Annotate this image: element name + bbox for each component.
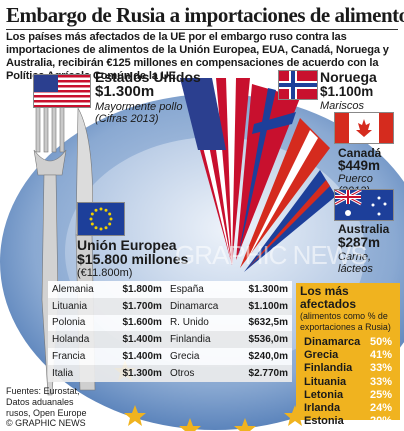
watermark: GRAPHIC NEWS: [175, 240, 368, 270]
norway-flag-icon: [278, 70, 318, 100]
usa-label: Estados Unidos: [95, 69, 201, 85]
usa-flag-icon: [33, 74, 91, 108]
list-item: Irlanda 24%: [296, 402, 400, 415]
affected-percent: 33%: [369, 375, 392, 388]
list-item: Letonia 25%: [296, 389, 400, 402]
eu-sub: (€11.800m): [77, 267, 133, 279]
eu-flag-icon: [77, 202, 125, 236]
affected-percent: 20%: [369, 415, 392, 428]
list-item: Estonia 20%: [296, 415, 400, 428]
list-item: Dinamarca 50%: [296, 336, 400, 349]
value-cell: $536,0m: [234, 331, 292, 349]
affected-country: Estonia: [304, 415, 344, 428]
value-cell: $632,5m: [234, 314, 292, 332]
most-affected-title: Los más afectados: [300, 284, 357, 311]
canada-label: Canadá: [338, 146, 382, 160]
norway-slice: [236, 84, 300, 260]
country-cell: Lituania: [48, 297, 109, 315]
norway-amount: $1.100m: [320, 84, 374, 99]
value-cell: $1.600m: [108, 314, 166, 332]
australia-note: Carne,: [338, 251, 372, 263]
eu-country-table: Alemania $1.800m España $1.300m Lituania $1.7…: [48, 281, 292, 382]
title-divider: [6, 29, 398, 30]
table-row: Francia $1.400m Grecia $240,0m: [48, 348, 292, 365]
affected-country: Dinamarca: [304, 336, 361, 348]
table-row: Polonia $1.600m R. Unido $632,5m: [48, 314, 292, 332]
country-cell: Grecia: [165, 348, 235, 365]
value-cell: $2.770m: [234, 364, 292, 382]
australia-note-2: lácteos: [338, 263, 373, 275]
country-cell: Polonia: [48, 314, 109, 332]
source-line: rusos, Open Europe: [6, 407, 87, 418]
eu-amount: $15.800 millones: [77, 251, 189, 267]
country-cell: España: [165, 281, 235, 298]
copyright: © GRAPHIC NEWS: [6, 418, 86, 429]
affected-country: Grecia: [304, 349, 339, 362]
country-cell: Italia: [48, 364, 109, 382]
most-affected-box: Los más afectados (alimentos como % de e…: [296, 283, 400, 427]
country-cell: Otros: [165, 364, 235, 382]
value-cell: $1.400m: [108, 348, 166, 365]
affected-country: Finlandia: [304, 362, 353, 375]
source-line: Datos aduanales: [6, 396, 74, 407]
value-cell: $1.300m: [108, 364, 166, 382]
affected-percent: 24%: [369, 402, 392, 415]
source-line: Fuentes: Eurostat,: [6, 386, 80, 396]
eu-label: Unión Europea: [77, 237, 177, 253]
page-title: Embargo de Rusia a importaciones de alim…: [6, 3, 404, 27]
canada-amount: $449m: [338, 158, 381, 173]
most-affected-subtitle: (alimentos como % de exportaciones a Rus…: [300, 311, 391, 332]
list-item: Grecia 41%: [296, 349, 400, 362]
usa-note-year: (Cifras 2013): [95, 113, 159, 125]
affected-percent: 41%: [369, 349, 392, 362]
norway-note: Mariscos: [320, 100, 365, 112]
norway-label: Noruega: [320, 69, 377, 85]
usa-amount: $1.300m: [95, 83, 155, 100]
country-cell: Finlandia: [165, 331, 235, 349]
country-cell: R. Unido: [165, 314, 235, 332]
value-cell: $1.400m: [108, 331, 166, 349]
australia-amount: $287m: [338, 235, 381, 250]
australia-label: Australia: [338, 222, 390, 236]
value-cell: $1.700m: [108, 297, 166, 315]
country-cell: Dinamarca: [165, 297, 235, 315]
affected-percent: 50%: [369, 336, 392, 348]
country-cell: Francia: [48, 348, 109, 365]
table-row: Italia $1.300m Otros $2.770m: [48, 364, 292, 382]
value-cell: $240,0m: [234, 348, 292, 365]
table-row: Alemania $1.800m España $1.300m: [48, 281, 292, 298]
list-item: Finlandia 33%: [296, 362, 400, 375]
sources: Fuentes: Eurostat, Datos aduanales rusos…: [6, 386, 87, 429]
affected-percent: 25%: [369, 388, 392, 401]
table-row: Lituania $1.700m Dinamarca $1.100m: [48, 297, 292, 315]
australia-flag-icon: [334, 189, 394, 221]
table-row: Holanda $1.400m Finlandia $536,0m: [48, 331, 292, 349]
value-cell: $1.800m: [108, 281, 166, 298]
list-item: Lituania 33%: [296, 376, 400, 389]
country-cell: Alemania: [48, 281, 109, 298]
usa-note: Mayormente pollo: [95, 101, 183, 113]
affected-country: Letonia: [304, 388, 344, 401]
value-cell: $1.100m: [234, 297, 292, 315]
canada-flag-icon: [334, 112, 394, 144]
affected-country: Lituania: [304, 375, 347, 388]
affected-country: Irlanda: [304, 402, 341, 415]
country-cell: Holanda: [48, 331, 109, 349]
affected-percent: 33%: [369, 362, 392, 375]
value-cell: $1.300m: [234, 281, 292, 298]
